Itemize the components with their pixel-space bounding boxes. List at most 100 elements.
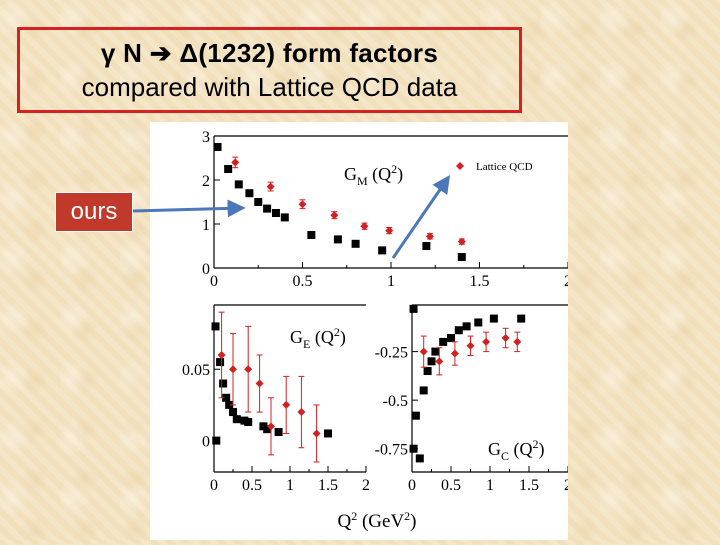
ours-data-point <box>351 239 360 248</box>
lattice-data-point <box>282 400 291 409</box>
lattice-data-point <box>419 347 428 356</box>
lattice-data-point <box>501 334 510 343</box>
y-tick-label: 0 <box>202 434 210 451</box>
ours-data-point <box>378 246 387 255</box>
x-tick-label: 2 <box>362 477 370 494</box>
ours-callout: ours <box>55 192 133 232</box>
x-tick-label: 1 <box>286 477 294 494</box>
title-line-2: compared with Lattice QCD data <box>81 72 458 102</box>
ours-data-point <box>431 347 440 356</box>
ours-data-point <box>224 165 233 173</box>
lattice-data-point <box>229 365 237 374</box>
lattice-data-point <box>217 350 226 359</box>
lattice-data-point <box>244 365 253 374</box>
lattice-data-point <box>513 337 522 346</box>
ours-data-point <box>423 367 432 376</box>
ours-data-point <box>411 411 420 420</box>
y-tick-label: -0.5 <box>383 393 408 410</box>
ours-data-point <box>409 444 418 453</box>
lattice-data-point <box>267 422 275 431</box>
ours-data-point <box>263 204 272 213</box>
y-tick-label: -0.75 <box>375 442 408 459</box>
lattice-data-point <box>482 337 491 346</box>
y-tick-label: 3 <box>202 129 210 146</box>
ours-data-point <box>219 379 228 388</box>
x-tick-label: 1 <box>387 273 395 290</box>
ours-data-point <box>213 143 222 151</box>
lattice-data-point <box>385 226 394 235</box>
ours-data-point <box>409 304 418 313</box>
y-tick-label: 0 <box>202 261 210 278</box>
x-tick-label: 1.5 <box>470 273 490 290</box>
ours-data-point <box>447 334 455 343</box>
x-tick-label: 1.5 <box>519 477 539 494</box>
lattice-data-point <box>466 341 475 350</box>
ours-data-point <box>462 322 471 331</box>
x-tick-label: 0 <box>210 273 218 290</box>
y-tick-label: 2 <box>202 173 210 190</box>
slide-title: γ N ➔ Δ(1232) form factors compared with… <box>17 27 522 113</box>
title-line-1: γ N ➔ Δ(1232) form factors <box>100 38 439 68</box>
lattice-data-point <box>450 349 459 358</box>
ours-data-point <box>254 198 263 206</box>
ours-data-point <box>225 400 234 409</box>
form-factor-figure: 0 0.5 1 1.5 2 0 1 2 3 GM (Q2) Lattice QCD 0 0.5 1 1.5… <box>182 129 572 532</box>
ours-data-point <box>271 209 280 217</box>
ge-chart: 0 0.5 1 1.5 2 0 0.05 GE (Q2) <box>182 304 370 494</box>
ours-data-point <box>263 425 272 434</box>
x-tick-label: 2 <box>564 477 568 494</box>
ours-data-point <box>222 393 231 402</box>
x-tick-label: 2 <box>564 273 568 290</box>
ours-data-point <box>324 429 332 438</box>
chart-annotation: GE (Q2) <box>290 325 346 351</box>
lattice-data-point <box>330 211 339 220</box>
ours-data-point <box>427 357 436 366</box>
ours-data-point <box>333 235 342 244</box>
lattice-data-point <box>298 200 307 209</box>
ours-data-point <box>244 418 253 427</box>
x-tick-label: 0.5 <box>293 273 313 290</box>
chart-annotation: GM (Q2) <box>344 162 403 188</box>
ours-data-point <box>454 326 463 335</box>
legend-marker <box>456 162 464 170</box>
ours-data-point <box>211 322 220 331</box>
x-tick-label: 0.5 <box>441 477 461 494</box>
x-tick-label: 0.5 <box>242 477 262 494</box>
lattice-data-point <box>312 429 321 438</box>
gc-chart: 0 0.5 1 1.5 2 -0.25 -0.5 -0.75 GC (Q2) <box>375 304 572 494</box>
x-tick-label: 0 <box>408 477 416 494</box>
y-tick-label: 0.05 <box>182 362 210 379</box>
lattice-data-point <box>435 357 444 366</box>
lattice-data-point <box>360 222 369 231</box>
ours-data-point <box>232 415 241 424</box>
ours-data-point <box>415 454 424 463</box>
gm-chart: 0 0.5 1 1.5 2 0 1 2 3 GM (Q2) Lattice QCD <box>202 129 572 290</box>
ours-data-point <box>216 358 225 367</box>
x-tick-label: 0 <box>210 477 218 494</box>
ours-data-point <box>229 408 237 417</box>
lattice-data-point <box>297 408 306 417</box>
ours-data-point <box>245 189 254 198</box>
ours-data-point <box>474 318 483 327</box>
ours-data-point <box>274 428 283 437</box>
y-tick-label: -0.25 <box>375 345 408 362</box>
ours-data-point <box>234 180 243 189</box>
lattice-data-point <box>255 379 264 388</box>
ours-data-point <box>457 253 466 261</box>
ours-data-point <box>307 231 316 239</box>
x-tick-label: 1 <box>486 477 494 494</box>
ours-data-point <box>419 386 428 395</box>
ours-data-point <box>422 242 431 250</box>
lattice-data-point <box>266 182 275 191</box>
chart-annotation: GC (Q2) <box>488 437 545 463</box>
ours-data-point <box>489 314 498 323</box>
ours-data-point <box>439 337 448 346</box>
y-tick-label: 1 <box>202 217 210 234</box>
ours-data-point <box>212 436 221 445</box>
legend-label: Lattice QCD <box>476 161 533 173</box>
x-tick-label: 1.5 <box>318 477 338 494</box>
figure-panel: 0 0.5 1 1.5 2 0 1 2 3 GM (Q2) Lattice QCD 0 0.5 1 1.5… <box>150 122 572 540</box>
lattice-data-point <box>457 237 466 246</box>
lattice-data-point <box>231 158 240 167</box>
ours-data-point <box>280 213 289 222</box>
